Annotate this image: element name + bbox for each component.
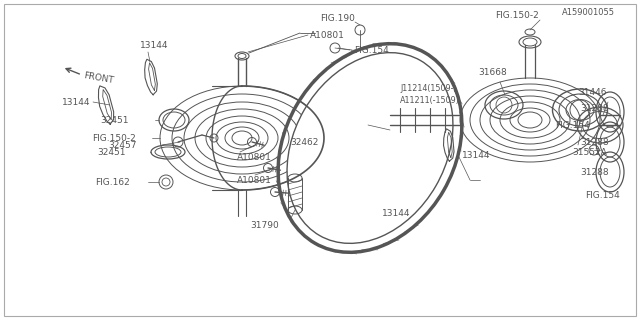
Text: FIG.154: FIG.154 — [585, 190, 620, 199]
Text: FIG.150-2: FIG.150-2 — [495, 11, 539, 20]
Text: A10801: A10801 — [237, 153, 272, 162]
Text: J11214(1509-): J11214(1509-) — [400, 84, 456, 92]
Ellipse shape — [519, 36, 541, 48]
Ellipse shape — [235, 52, 249, 60]
Text: 13144: 13144 — [462, 150, 490, 159]
Text: 31288: 31288 — [580, 103, 609, 113]
Text: 31288: 31288 — [580, 138, 609, 147]
Text: A10801: A10801 — [237, 175, 272, 185]
Text: 31790: 31790 — [250, 220, 279, 229]
Text: FIG.162: FIG.162 — [95, 178, 130, 187]
Text: 32457: 32457 — [108, 140, 136, 149]
Text: A10801: A10801 — [310, 30, 345, 39]
Text: 13144: 13144 — [62, 98, 90, 107]
Text: FRONT: FRONT — [83, 71, 115, 85]
Text: A159001055: A159001055 — [562, 7, 615, 17]
Text: 32451: 32451 — [100, 116, 129, 124]
Text: FIG.154: FIG.154 — [555, 121, 589, 130]
Text: 32451: 32451 — [97, 148, 125, 156]
Text: 31446: 31446 — [578, 87, 607, 97]
Text: 32462: 32462 — [290, 138, 318, 147]
Text: 13144: 13144 — [140, 41, 168, 50]
Ellipse shape — [287, 52, 453, 244]
Text: 31552A: 31552A — [572, 148, 607, 156]
Text: FIG.190: FIG.190 — [320, 13, 355, 22]
Text: A11211(-1509): A11211(-1509) — [400, 95, 460, 105]
Text: 31668: 31668 — [478, 68, 507, 76]
Text: 13144: 13144 — [382, 209, 410, 218]
Text: FIG.154: FIG.154 — [354, 45, 388, 54]
Text: FIG.150-2: FIG.150-2 — [92, 133, 136, 142]
Text: 31288: 31288 — [580, 167, 609, 177]
